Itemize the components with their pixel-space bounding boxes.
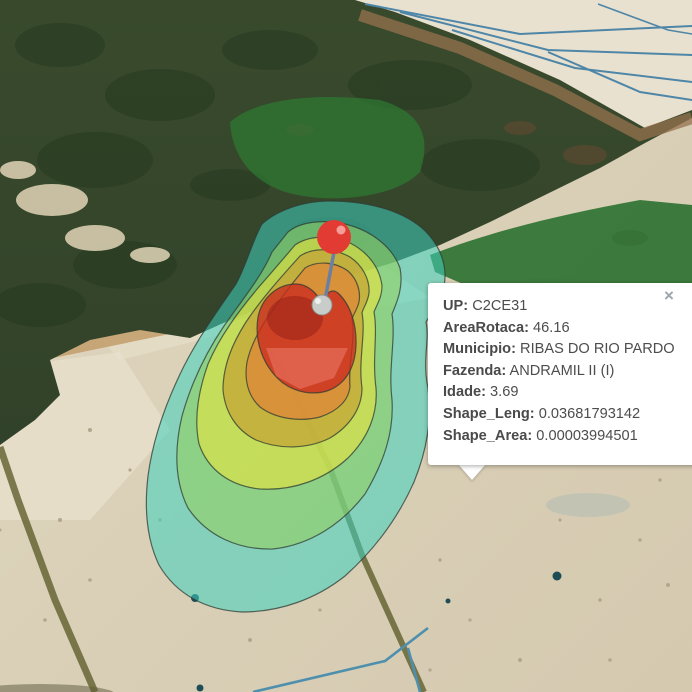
popup-close-button[interactable]: × <box>664 286 674 305</box>
faint-gray-patch <box>546 493 630 517</box>
popup-field-shape-area: Shape_Area: 0.00003994501 <box>443 426 686 448</box>
popup-field-arearotaca: AreaRotaca: 46.16 <box>443 318 686 340</box>
field-label: Shape_Area: <box>443 427 533 444</box>
field-label: AreaRotaca: <box>443 319 529 336</box>
popup-field-up: UP: C2CE31 <box>443 296 686 318</box>
red-core-shading <box>267 296 323 340</box>
field-label: Fazenda: <box>443 362 507 379</box>
field-label: UP: <box>443 298 469 314</box>
field-label: Shape_Leng: <box>443 405 535 422</box>
popup-field-shape-leng: Shape_Leng: 0.03681793142 <box>443 404 686 426</box>
pin-anchor-highlight <box>315 298 321 304</box>
popup-field-idade: Idade: 3.69 <box>443 382 686 404</box>
pin-stem <box>323 251 336 301</box>
fan-field-area <box>355 0 692 142</box>
pin-anchor-dot <box>311 294 333 316</box>
field-value: 0.03681793142 <box>538 405 641 422</box>
dirt-road-band <box>358 9 692 142</box>
feature-info-popup: × UP: C2CE31 AreaRotaca: 46.16 Municipio… <box>428 283 692 465</box>
popup-tail <box>458 464 486 480</box>
field-value: C2CE31 <box>472 298 528 314</box>
field-value: RIBAS DO RIO PARDO <box>520 341 675 358</box>
pin-ball[interactable] <box>317 220 351 254</box>
field-value: 3.69 <box>490 384 519 401</box>
bottom-dark-patch <box>0 684 114 692</box>
field-label: Municipio: <box>443 341 516 358</box>
popup-field-municipio: Municipio: RIBAS DO RIO PARDO <box>443 339 686 361</box>
field-label: Idade: <box>443 384 486 401</box>
bright-green-vegetation <box>230 96 692 291</box>
forest-sand-trails <box>0 161 170 263</box>
field-lines-blue <box>252 626 429 692</box>
field-value: ANDRAMIL II (I) <box>509 362 615 379</box>
contour-overlay[interactable] <box>145 200 446 613</box>
pin-ball-highlight <box>336 225 346 235</box>
field-value: 46.16 <box>533 319 570 336</box>
red-core-light-patch <box>266 348 348 389</box>
map-pin[interactable] <box>311 220 351 316</box>
field-value: 0.00003994501 <box>536 427 638 444</box>
popup-field-fazenda: Fazenda: ANDRAMIL II (I) <box>443 361 686 383</box>
